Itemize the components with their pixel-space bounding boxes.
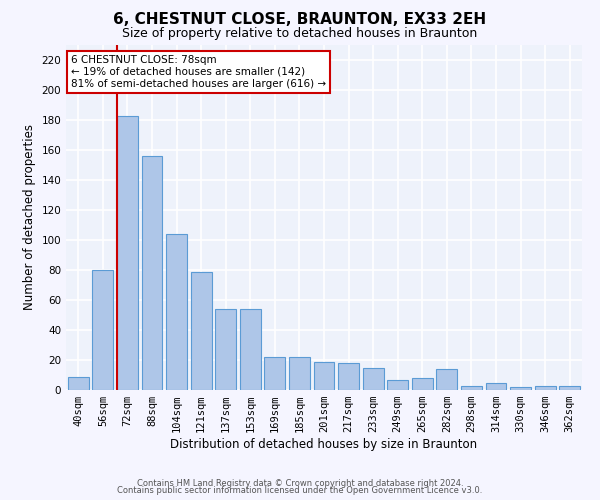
Bar (314, 362, 334, 390)
Bar (289, 357, 310, 390)
Bar (92, 270, 113, 390)
Bar (387, 380, 408, 390)
Bar (510, 387, 531, 390)
Bar (485, 382, 506, 390)
Bar (362, 368, 383, 390)
Bar (191, 272, 212, 390)
Bar (117, 116, 138, 390)
Bar (265, 357, 286, 390)
Bar (461, 386, 482, 390)
Y-axis label: Number of detached properties: Number of detached properties (23, 124, 36, 310)
Bar (142, 156, 163, 390)
Bar (68, 376, 89, 390)
Text: Contains public sector information licensed under the Open Government Licence v3: Contains public sector information licen… (118, 486, 482, 495)
Bar (215, 309, 236, 390)
Text: Contains HM Land Registry data © Crown copyright and database right 2024.: Contains HM Land Registry data © Crown c… (137, 478, 463, 488)
Text: Size of property relative to detached houses in Braunton: Size of property relative to detached ho… (122, 28, 478, 40)
X-axis label: Distribution of detached houses by size in Braunton: Distribution of detached houses by size … (170, 438, 478, 451)
Text: 6, CHESTNUT CLOSE, BRAUNTON, EX33 2EH: 6, CHESTNUT CLOSE, BRAUNTON, EX33 2EH (113, 12, 487, 28)
Bar (338, 363, 359, 390)
Bar (412, 378, 433, 390)
Bar (166, 234, 187, 390)
Text: 6 CHESTNUT CLOSE: 78sqm
← 19% of detached houses are smaller (142)
81% of semi-d: 6 CHESTNUT CLOSE: 78sqm ← 19% of detache… (71, 56, 326, 88)
Bar (436, 369, 457, 390)
Bar (559, 386, 580, 390)
Bar (535, 386, 556, 390)
Bar (240, 309, 261, 390)
